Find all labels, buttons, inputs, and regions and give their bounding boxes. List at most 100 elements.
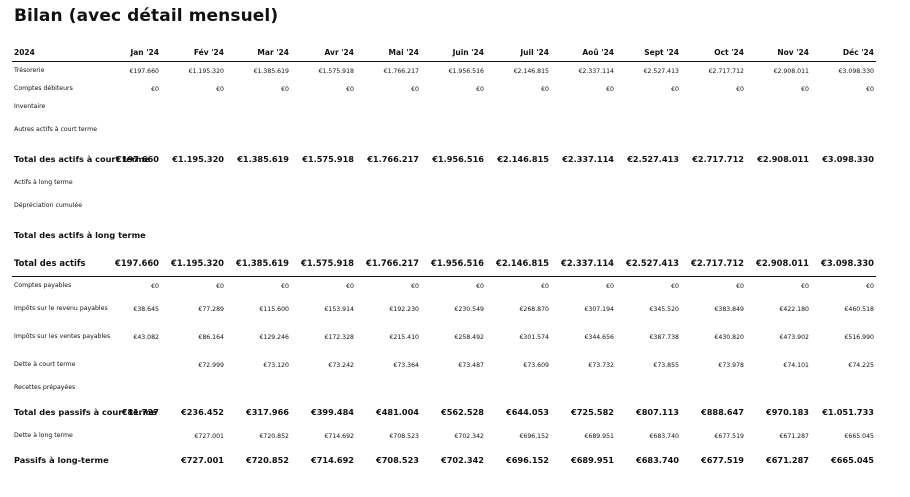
value-cell [616,98,681,116]
value-cell: €1.956.516 [421,250,486,277]
value-cell [96,427,161,445]
value-cell: €301.574 [519,333,549,341]
row-label: Impôts sur le revenu payables [14,305,108,312]
value-cell [616,174,681,192]
value-cell [486,174,551,192]
value-cell [616,220,681,250]
value-cell: €387.738 [649,333,679,341]
value-cell: €73.732 [588,361,614,369]
value-cell [421,174,486,192]
value-cell: €671.287 [766,455,809,465]
value-cell [226,379,291,397]
row-label: Dette à court terme [14,361,76,368]
value-cell [356,98,421,116]
value-cell: €0 [281,85,289,93]
value-cell [616,116,681,144]
row-label: Comptes payables [14,282,72,289]
value-cell [746,192,811,220]
table-row: Total des actifs à court terme €197.660 €1… [12,144,876,174]
value-cell: €73.120 [263,361,289,369]
value-cell: €0 [411,282,419,290]
value-cell: €74.101 [783,361,809,369]
value-cell: €1.766.217 [383,67,419,75]
value-cell [161,116,226,144]
value-cell: €307.194 [584,305,614,313]
value-cell [161,379,226,397]
value-cell: €38.645 [133,305,159,313]
value-cell: €0 [411,85,419,93]
value-cell: €714.692 [311,455,354,465]
value-cell [486,379,551,397]
table-row: Dépréciation cumulée [12,192,876,220]
value-cell: €43.082 [133,333,159,341]
value-cell: €197.660 [116,154,159,164]
value-cell: €0 [801,85,809,93]
page-title: Bilan (avec détail mensuel) [14,6,279,26]
value-cell: €0 [541,282,549,290]
value-cell: €0 [346,282,354,290]
table-row: Trésorerie €197.660 €1.195.320 €1.385.619 €1… [12,62,876,81]
value-cell: €720.852 [259,432,289,440]
row-label: Autres actifs à court terme [14,126,97,133]
value-cell [811,379,876,397]
value-cell: €0 [346,85,354,93]
value-cell: €230.549 [454,305,484,313]
value-cell [616,192,681,220]
value-cell [681,379,746,397]
value-cell: €1.575.918 [318,67,354,75]
month-header: Aoû '24 [551,43,616,62]
value-cell [421,379,486,397]
value-cell: €2.908.011 [746,250,811,277]
value-cell: €1.575.918 [302,154,354,164]
value-cell: €725.582 [571,407,614,417]
value-cell: €696.152 [519,432,549,440]
value-cell: €0 [151,85,159,93]
value-cell: €383.849 [714,305,744,313]
value-cell: €73.242 [328,361,354,369]
month-header: Sept '24 [616,43,681,62]
value-cell [811,116,876,144]
value-cell [746,379,811,397]
value-cell [681,192,746,220]
month-header: Déc '24 [811,43,876,62]
value-cell [421,192,486,220]
value-cell: €2.717.712 [692,154,744,164]
value-cell: €197.660 [129,67,159,75]
value-cell: €689.951 [584,432,614,440]
value-cell [551,220,616,250]
value-cell: €422.180 [779,305,809,313]
value-cell: €1.051.733 [822,407,874,417]
value-cell [226,116,291,144]
value-cell: €2.908.011 [773,67,809,75]
value-cell: €0 [606,85,614,93]
value-cell [291,220,356,250]
value-cell: €73.978 [718,361,744,369]
value-cell: €81.727 [121,407,159,417]
value-cell: €77.289 [198,305,224,313]
table-row: Inventaire [12,98,876,116]
value-cell [551,379,616,397]
table-row: Actifs à long terme [12,174,876,192]
value-cell: €2.527.413 [627,154,679,164]
value-cell: €1.385.619 [226,250,291,277]
value-cell: €665.045 [844,432,874,440]
value-cell [811,192,876,220]
value-cell [161,174,226,192]
value-cell [96,116,161,144]
table-row: Dette à court terme €72.999 €73.120 €73.242… [12,351,876,379]
value-cell: €2.146.815 [513,67,549,75]
value-cell: €3.098.330 [811,250,876,277]
month-header: Jan '24 [96,43,161,62]
value-cell: €0 [281,282,289,290]
table-row: Comptes débiteurs €0 €0 €0 €0 €0 €0 €0 €0 €0 €0 €0 €… [12,80,876,98]
value-cell: €2.146.815 [486,250,551,277]
month-header: Fév '24 [161,43,226,62]
table-row: Total des actifs €197.660 €1.195.320 €1.385… [12,250,876,277]
value-cell: €1.195.320 [172,154,224,164]
month-header: Juin '24 [421,43,486,62]
value-cell: €153.914 [324,305,354,313]
month-header: Juil '24 [486,43,551,62]
value-cell [811,220,876,250]
value-cell: €2.717.712 [681,250,746,277]
value-cell [226,220,291,250]
